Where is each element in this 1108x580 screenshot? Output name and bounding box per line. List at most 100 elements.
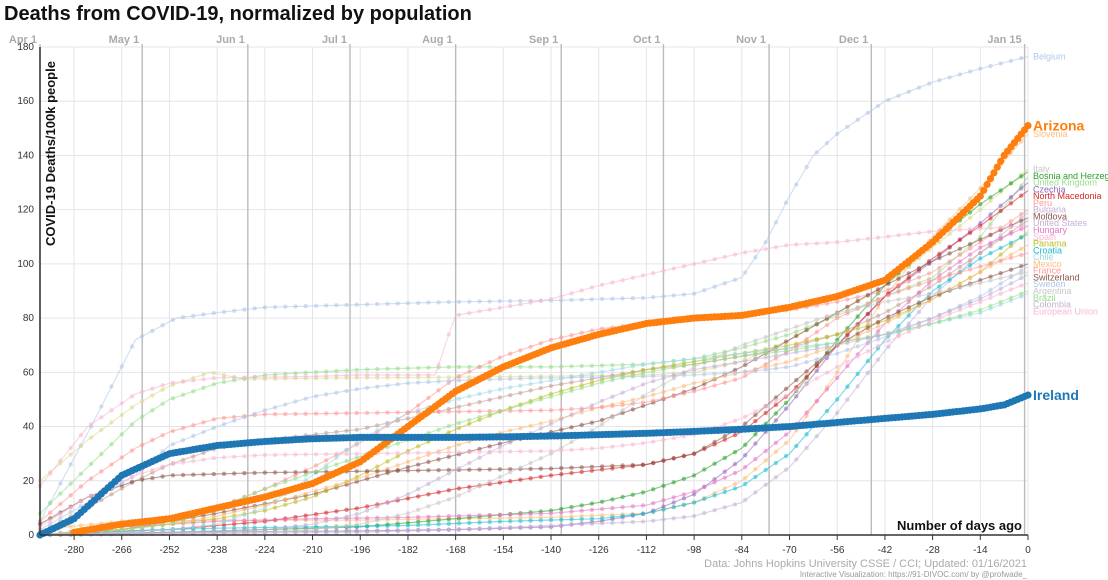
- series-point: [293, 399, 298, 404]
- series-point: [702, 445, 707, 451]
- series-point: [743, 353, 748, 358]
- series-line: [39, 190, 1029, 536]
- series-point: [967, 215, 973, 220]
- series-point: [436, 522, 441, 527]
- series-point: [446, 497, 451, 502]
- series-point: [324, 430, 329, 436]
- series-point: [538, 448, 543, 454]
- series-point: [1008, 287, 1014, 292]
- series-point: [221, 455, 227, 460]
- series-point: [303, 527, 308, 533]
- series-point: [569, 412, 574, 417]
- series-point: [497, 355, 503, 360]
- series-point: [283, 452, 288, 457]
- series-point: [518, 348, 523, 353]
- series-point: [548, 517, 554, 523]
- series-point: [313, 469, 319, 474]
- series-peru: [37, 209, 1029, 538]
- series-point: [579, 407, 584, 413]
- series-point: [681, 502, 687, 507]
- series-point: [691, 513, 697, 519]
- series-point: [671, 500, 676, 505]
- series-point: [395, 416, 400, 421]
- series-point: [783, 406, 789, 411]
- series-point: [1019, 283, 1024, 288]
- series-point: [140, 442, 145, 448]
- series-point: [569, 388, 574, 394]
- series-point: [753, 467, 758, 472]
- series-point: [783, 200, 789, 205]
- series-point: [896, 309, 901, 315]
- series-point: [395, 301, 400, 306]
- x-tick-label: 0: [1025, 545, 1031, 556]
- series-point: [712, 480, 717, 485]
- series-point: [283, 304, 288, 309]
- series-point: [732, 277, 738, 282]
- series-point: [191, 472, 196, 477]
- series-point: [1008, 201, 1014, 206]
- series-point: [150, 530, 155, 535]
- series-point: [620, 278, 625, 283]
- series-point: [364, 520, 370, 525]
- series-point: [794, 394, 799, 399]
- series-point: [599, 513, 605, 518]
- series-point: [1008, 58, 1014, 63]
- series-point: [232, 414, 237, 420]
- series-point: [722, 486, 727, 491]
- series-point: [732, 355, 738, 360]
- series-point: [283, 525, 288, 530]
- series-point: [579, 375, 584, 380]
- series-point: [978, 264, 983, 269]
- series-point: [426, 468, 431, 473]
- series-point: [456, 420, 462, 426]
- series-point: [651, 501, 656, 506]
- series-point: [559, 417, 564, 422]
- series-point: [446, 409, 451, 414]
- series-point: [845, 304, 850, 310]
- series-point: [497, 512, 503, 517]
- series-point: [201, 457, 206, 462]
- series-point: [78, 523, 84, 528]
- series-point: [446, 514, 451, 519]
- series-point: [232, 521, 237, 527]
- series-spain: [37, 224, 1029, 489]
- series-point: [538, 421, 543, 426]
- series-point: [559, 391, 564, 396]
- series-point: [579, 363, 584, 369]
- series-point: [937, 251, 942, 256]
- series-point: [1019, 193, 1024, 198]
- series-point: [426, 372, 431, 378]
- series-point: [579, 422, 584, 428]
- series-point: [947, 277, 952, 282]
- series-point: [160, 387, 165, 392]
- series-point: [262, 527, 268, 532]
- series-point: [477, 467, 482, 472]
- series-point: [783, 393, 789, 398]
- series-point: [354, 469, 359, 474]
- series-point: [528, 460, 533, 466]
- series-point: [518, 408, 523, 413]
- series-point: [385, 468, 390, 474]
- series-point: [783, 400, 789, 406]
- series-point: [538, 375, 543, 381]
- series-point: [150, 408, 155, 413]
- series-point: [232, 516, 237, 521]
- series-point: [211, 456, 216, 461]
- series-point: [763, 334, 768, 340]
- series-point: [896, 327, 901, 332]
- series-point: [753, 418, 758, 424]
- series-point: [988, 295, 993, 300]
- series-point: [354, 455, 359, 460]
- series-point: [681, 292, 687, 297]
- series-point: [599, 506, 605, 512]
- series-point: [324, 369, 329, 374]
- series-point: [947, 316, 952, 321]
- series-point: [998, 271, 1003, 276]
- series-point: [967, 257, 973, 263]
- series-point: [753, 357, 758, 362]
- series-point: [416, 372, 421, 378]
- series-point: [937, 78, 942, 83]
- series-point: [324, 525, 329, 531]
- series-point: [262, 517, 268, 523]
- series-point: [456, 404, 462, 409]
